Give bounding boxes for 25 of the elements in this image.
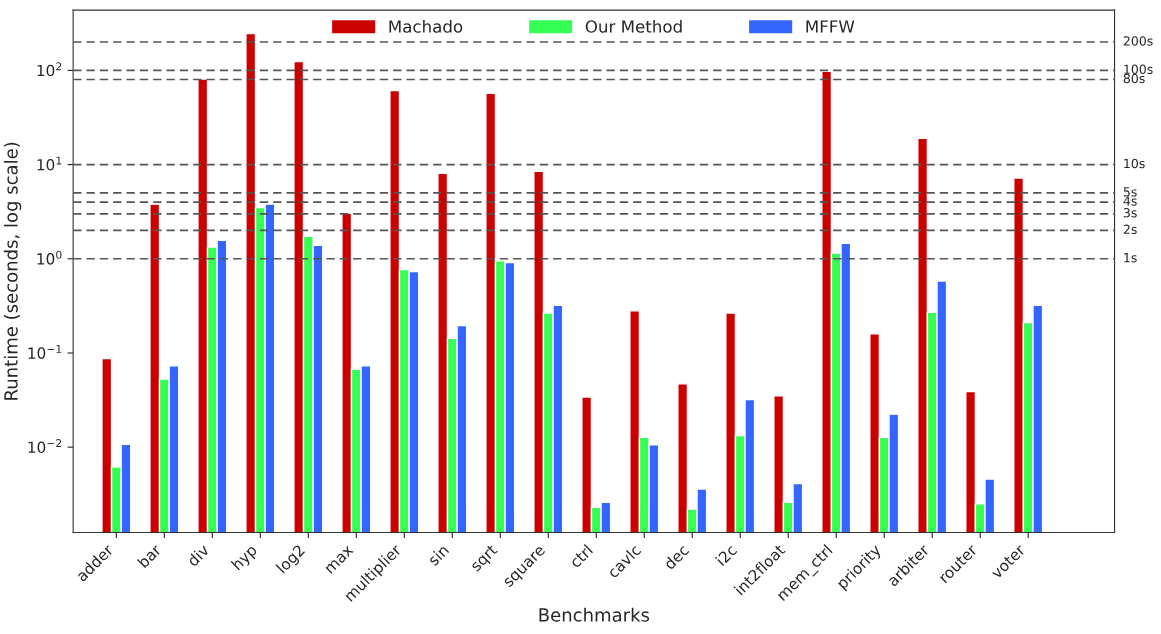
y-tick-label: 10$^{−2}$ [28,439,62,454]
legend-label: Our Method [585,19,682,33]
legend-label: MFFW [806,20,855,33]
ref-line-label: 80s [1123,73,1145,84]
y-tick-label: 10$^{1}$ [37,156,62,171]
x-tick-label: dec [662,543,690,571]
ref-line-label: 2s [1123,224,1137,235]
ref-line-label: 1s [1124,253,1137,263]
ref-line-label: 3s [1123,208,1137,218]
y-axis-title: Runtime (seconds, log scale) [3,142,22,400]
y-tick-label: 10$^{0}$ [37,250,62,265]
ref-line-label: 10s [1124,158,1145,169]
y-tick-label: 10$^{2}$ [37,62,62,77]
x-tick-label: sin [426,543,450,567]
ref-line-label: 4s [1123,196,1137,206]
x-axis-title: Benchmarks [539,607,650,622]
ref-line-label: 5s [1123,187,1137,197]
y-tick-label: 10$^{−1}$ [28,345,62,359]
x-tick-label: hyp [230,543,260,573]
x-tick-label: div [186,543,210,567]
x-tick-label: bar [136,542,163,569]
legend-label: Machado [389,19,463,33]
ref-line-label: 100s [1124,64,1153,75]
x-tick-label: ctrl [568,543,594,569]
ref-line-label: 200s [1123,36,1153,46]
